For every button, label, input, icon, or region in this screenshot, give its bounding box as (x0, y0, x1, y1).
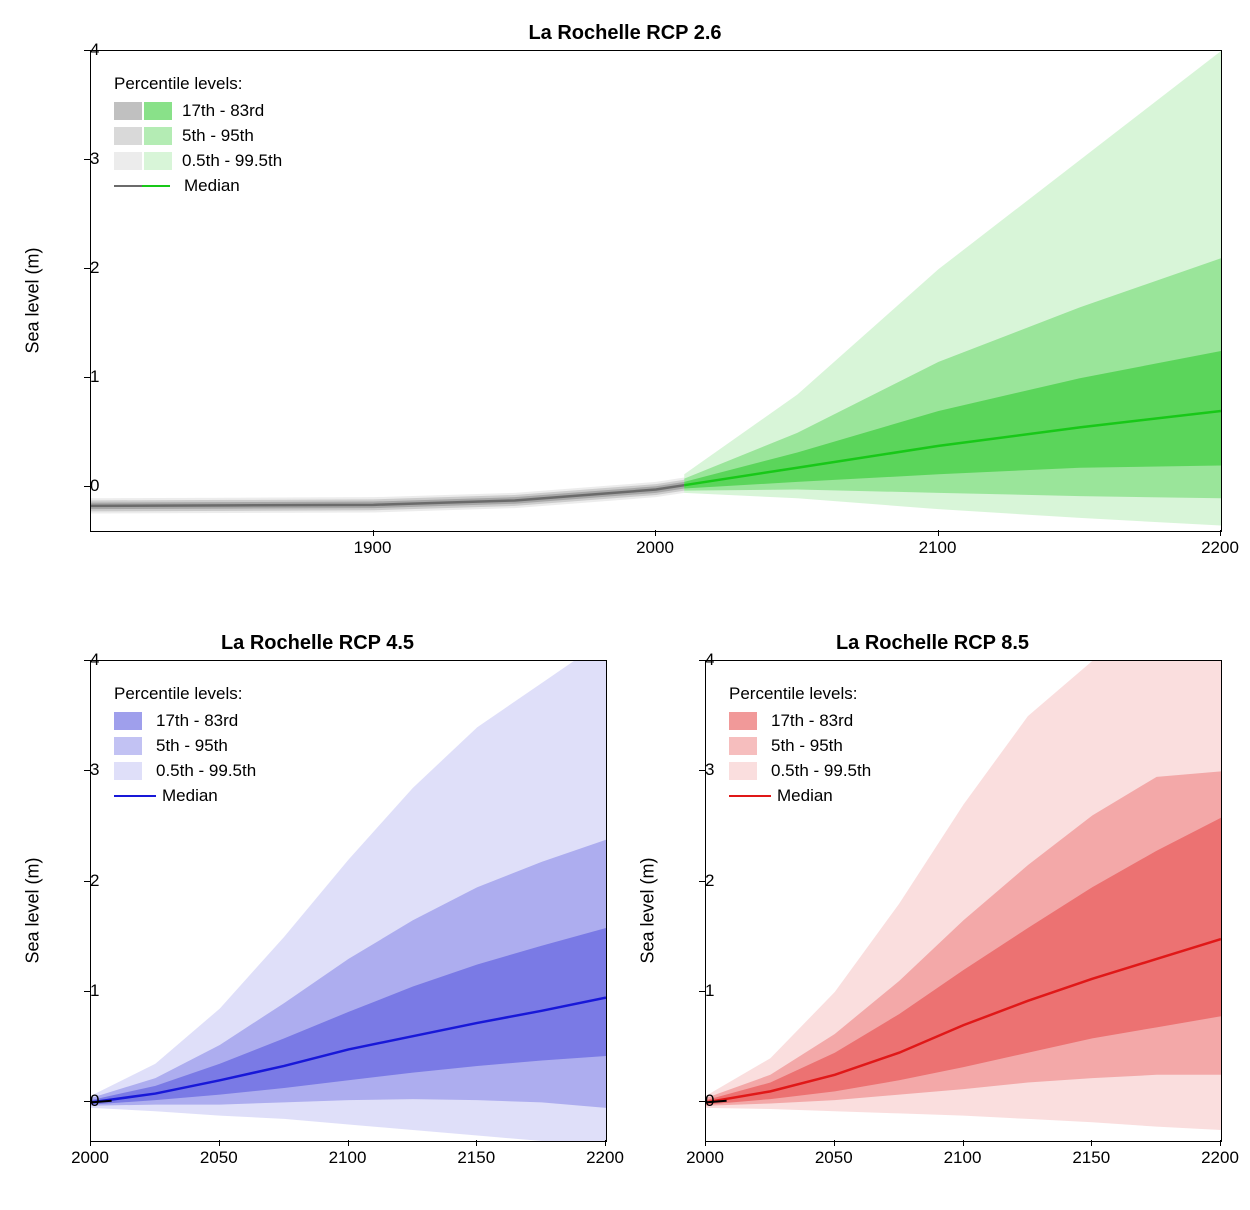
xtick (834, 1140, 835, 1146)
xtick-label: 2100 (919, 538, 957, 558)
ylabel-rcp45: Sea level (m) (23, 857, 44, 963)
xtick-label: 2200 (1201, 1148, 1239, 1168)
legend-swatch-1 (729, 712, 757, 730)
legend-swatch-green-3 (144, 152, 172, 170)
xtick-label: 2100 (944, 1148, 982, 1168)
xtick (938, 530, 939, 536)
legend-row-17-83: 17th - 83rd (729, 710, 871, 732)
legend-rcp26: Percentile levels: 17th - 83rd 5th - 95t… (106, 66, 290, 208)
legend-swatch-2 (114, 737, 142, 755)
xtick (1091, 1140, 1092, 1146)
legend-row-05-995: 0.5th - 99.5th (114, 760, 256, 782)
legend-label: 5th - 95th (182, 126, 254, 146)
xtick-label: 2000 (686, 1148, 724, 1168)
legend-swatch-grey-3 (114, 152, 142, 170)
legend-label: Median (777, 786, 833, 806)
legend-label: Median (184, 176, 240, 196)
legend-swatch-grey-1 (114, 102, 142, 120)
xtick-label: 2150 (1072, 1148, 1110, 1168)
legend-row-05-995: 0.5th - 99.5th (729, 760, 871, 782)
legend-swatch-1 (114, 712, 142, 730)
panel-rcp85: La Rochelle RCP 8.5 Sea level (m) Percen… (635, 660, 1230, 1190)
legend-label: 5th - 95th (771, 736, 843, 756)
legend-title: Percentile levels: (729, 684, 871, 704)
legend-label: 5th - 95th (156, 736, 228, 756)
legend-label: 0.5th - 99.5th (156, 761, 256, 781)
xtick-label: 2200 (586, 1148, 624, 1168)
legend-row-5-95: 5th - 95th (114, 735, 256, 757)
xtick-label: 2050 (200, 1148, 238, 1168)
panel-title-rcp85: La Rochelle RCP 8.5 (635, 632, 1230, 655)
legend-label: Median (162, 786, 218, 806)
legend-swatch-2 (729, 737, 757, 755)
xtick-label: 2000 (636, 538, 674, 558)
xtick (1220, 530, 1221, 536)
xtick (1220, 1140, 1221, 1146)
legend-bl: Percentile levels: 17th - 83rd 5th - 95t… (106, 676, 264, 818)
xtick (373, 530, 374, 536)
legend-label: 17th - 83rd (182, 101, 264, 121)
xtick-label: 2050 (815, 1148, 853, 1168)
legend-swatch-grey-2 (114, 127, 142, 145)
legend-line (114, 795, 156, 798)
xtick (90, 1140, 91, 1146)
legend-row-05-995: 0.5th - 99.5th (114, 150, 282, 172)
legend-br: Percentile levels: 17th - 83rd 5th - 95t… (721, 676, 879, 818)
legend-swatch-green-2 (144, 127, 172, 145)
ylabel-rcp85: Sea level (m) (638, 857, 659, 963)
xtick (219, 1140, 220, 1146)
legend-label: 17th - 83rd (156, 711, 238, 731)
legend-line-grey (114, 185, 142, 188)
panel-rcp45: La Rochelle RCP 4.5 Sea level (m) Percen… (20, 660, 615, 1190)
legend-swatch-3 (114, 762, 142, 780)
legend-title: Percentile levels: (114, 684, 256, 704)
panel-rcp26: La Rochelle RCP 2.6 Sea level (m) Percen… (20, 50, 1230, 580)
plot-area-rcp85: Percentile levels: 17th - 83rd 5th - 95t… (705, 660, 1222, 1142)
xtick (963, 1140, 964, 1146)
legend-label: 17th - 83rd (771, 711, 853, 731)
xtick (605, 1140, 606, 1146)
xtick-label: 2000 (71, 1148, 109, 1168)
legend-line-green (142, 185, 170, 188)
legend-row-17-83: 17th - 83rd (114, 710, 256, 732)
xtick-label: 2100 (329, 1148, 367, 1168)
legend-row-5-95: 5th - 95th (729, 735, 871, 757)
figure: La Rochelle RCP 2.6 Sea level (m) Percen… (20, 20, 1230, 1190)
plot-area-rcp26: Percentile levels: 17th - 83rd 5th - 95t… (90, 50, 1222, 532)
xtick-label: 2150 (457, 1148, 495, 1168)
panel-title-rcp26: La Rochelle RCP 2.6 (20, 22, 1230, 45)
legend-row-median: Median (114, 785, 256, 807)
xtick (705, 1140, 706, 1146)
legend-label: 0.5th - 99.5th (771, 761, 871, 781)
xtick (476, 1140, 477, 1146)
legend-title: Percentile levels: (114, 74, 282, 94)
legend-row-median: Median (729, 785, 871, 807)
legend-row-median: Median (114, 175, 282, 197)
xtick (655, 530, 656, 536)
legend-row-5-95: 5th - 95th (114, 125, 282, 147)
legend-swatch-3 (729, 762, 757, 780)
legend-row-17-83: 17th - 83rd (114, 100, 282, 122)
xtick-label: 2200 (1201, 538, 1239, 558)
xtick (348, 1140, 349, 1146)
plot-area-rcp45: Percentile levels: 17th - 83rd 5th - 95t… (90, 660, 607, 1142)
xtick-label: 1900 (354, 538, 392, 558)
legend-label: 0.5th - 99.5th (182, 151, 282, 171)
legend-line (729, 795, 771, 798)
legend-swatch-green-1 (144, 102, 172, 120)
panel-title-rcp45: La Rochelle RCP 4.5 (20, 632, 615, 655)
ylabel-rcp26: Sea level (m) (23, 247, 44, 353)
